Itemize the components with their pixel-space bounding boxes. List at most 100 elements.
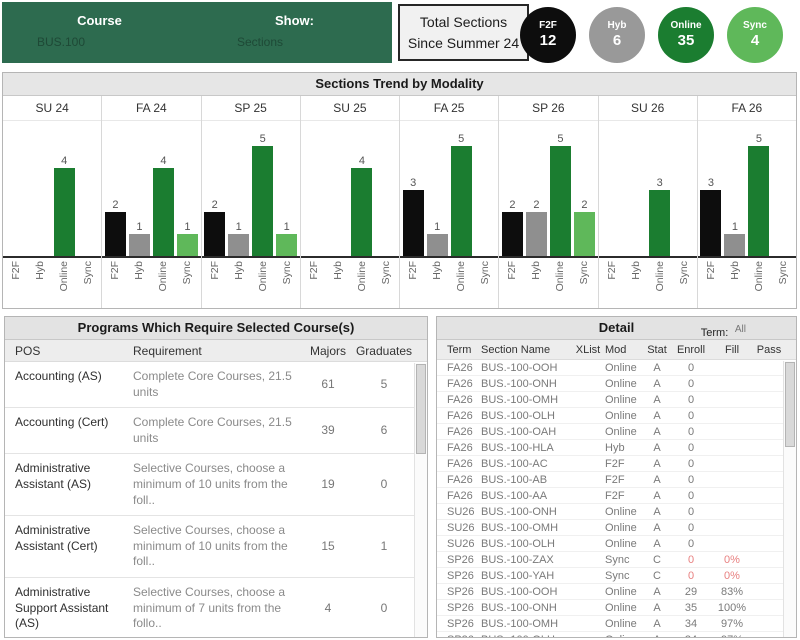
program-majors: 19: [321, 476, 335, 491]
programs-table-row[interactable]: Accounting (Cert) Complete Core Courses, …: [5, 408, 427, 455]
detail-table-row[interactable]: SP26 BUS.-100-ZAX Sync C 0 0%: [437, 552, 796, 568]
detail-mod: Online: [605, 409, 637, 422]
detail-table-row[interactable]: FA26 BUS.-100-OOH Online A 0: [437, 360, 796, 376]
kpi-badge-hyb[interactable]: Hyb 6: [589, 7, 645, 63]
program-graduates: 0: [380, 600, 388, 615]
bar-online[interactable]: [549, 146, 571, 256]
detail-term: FA26: [447, 425, 473, 438]
modality-label: F2F: [307, 261, 320, 280]
bar-online[interactable]: [351, 168, 373, 256]
detail-table-row[interactable]: SU26 BUS.-100-OMH Online A 0: [437, 520, 796, 536]
detail-table-row[interactable]: FA26 BUS.-100-ONH Online A 0: [437, 376, 796, 392]
programs-table-row[interactable]: Accounting (AS) Complete Core Courses, 21…: [5, 362, 427, 409]
detail-section-name: BUS.-100-AA: [481, 489, 548, 502]
bar-slot-hyb: 1: [426, 121, 448, 256]
bar-slot-f2f: 3: [402, 121, 424, 256]
detail-table-row[interactable]: FA26 BUS.-100-OAH Online A 0: [437, 424, 796, 440]
bar-value-label: 1: [434, 221, 441, 233]
modality-label-slot: Online: [153, 258, 174, 308]
detail-table-row[interactable]: FA26 BUS.-100-HLA Hyb A 0: [437, 440, 796, 456]
bar-online[interactable]: [748, 146, 770, 256]
detail-table-body: FA26 BUS.-100-OOH Online A 0 FA26 BUS.-100-ONH…: [437, 360, 796, 638]
bar-hyb[interactable]: [228, 234, 250, 256]
detail-stat: A: [653, 441, 661, 454]
bar-online[interactable]: [53, 168, 75, 256]
bar-value-label: 5: [755, 133, 762, 145]
modality-label-slot: Sync: [276, 258, 297, 308]
kpi-badge-sync[interactable]: Sync 4: [727, 7, 783, 63]
term-filter-value[interactable]: All: [734, 324, 746, 335]
programs-table-body: Accounting (AS) Complete Core Courses, 21…: [5, 362, 427, 637]
term-plot: 3 1 5: [697, 121, 796, 258]
detail-table-row[interactable]: FA26 BUS.-100-AA F2F A 0: [437, 488, 796, 504]
detail-table-row[interactable]: SU26 BUS.-100-OLH Online A 0: [437, 536, 796, 552]
detail-table-row[interactable]: SU26 BUS.-100-ONH Online A 0: [437, 504, 796, 520]
program-graduates: 6: [380, 422, 388, 437]
bar-online[interactable]: [152, 168, 174, 256]
detail-stat: A: [653, 425, 661, 438]
detail-table-row[interactable]: SP26 BUS.-100-OMH Online A 34 97%: [437, 616, 796, 632]
show-param-value[interactable]: Sections: [237, 35, 284, 49]
course-param-value[interactable]: BUS.100: [37, 35, 86, 49]
modality-label-slot: Online: [649, 258, 670, 308]
detail-fill: 0%: [724, 569, 740, 582]
term-column-sp26: SP 26 2 2 5 2 F2F Hyb Online Sync: [499, 96, 599, 308]
bar-f2f[interactable]: [204, 212, 226, 256]
detail-section-name: BUS.-100-YAH: [481, 569, 555, 582]
bar-f2f[interactable]: [402, 190, 424, 256]
detail-scrollbar[interactable]: [783, 361, 796, 637]
detail-table-row[interactable]: FA26 BUS.-100-AC F2F A 0: [437, 456, 796, 472]
term-filter[interactable]: Term: All: [701, 321, 746, 345]
bar-online[interactable]: [649, 190, 671, 256]
detail-mod: Online: [605, 377, 637, 390]
detail-table-row[interactable]: FA26 BUS.-100-OLH Online A 0: [437, 408, 796, 424]
modality-label: Online: [554, 261, 567, 292]
bar-hyb[interactable]: [525, 212, 547, 256]
programs-scrollbar[interactable]: [414, 363, 427, 637]
detail-table-row[interactable]: FA26 BUS.-100-OMH Online A 0: [437, 392, 796, 408]
bar-sync[interactable]: [573, 212, 595, 256]
program-requirement: Selective Courses, choose a minimum of 1…: [133, 523, 288, 569]
term-plot: 3: [598, 121, 697, 258]
detail-mod: Online: [605, 617, 637, 630]
term-label: FA 24: [102, 96, 201, 121]
detail-enroll: 34: [671, 634, 711, 638]
modality-label-slot: Hyb: [327, 258, 348, 308]
modality-label: Hyb: [629, 261, 642, 280]
bar-f2f[interactable]: [700, 190, 722, 256]
kpi-badge-online[interactable]: Online 35: [658, 7, 714, 63]
bar-online[interactable]: [450, 146, 472, 256]
bar-hyb[interactable]: [724, 234, 746, 256]
modality-label: Online: [157, 261, 170, 292]
parameter-panel: Course BUS.100 Show: Sections: [2, 2, 392, 63]
modality-label: Online: [752, 261, 765, 292]
bar-sync[interactable]: [176, 234, 198, 256]
programs-table-row[interactable]: Administrative Support Assistant (AS) Sel…: [5, 578, 427, 637]
detail-table-row[interactable]: FA26 BUS.-100-AB F2F A 0: [437, 472, 796, 488]
detail-table-row[interactable]: SP26 BUS.-100-YAH Sync C 0 0%: [437, 568, 796, 584]
term-label: SP 26: [499, 96, 598, 121]
programs-table-row[interactable]: Administrative Assistant (AS) Selective C…: [5, 454, 427, 517]
bar-online[interactable]: [252, 146, 274, 256]
detail-fill: 100%: [717, 601, 747, 614]
detail-table-row[interactable]: SP26 BUS.-100-OOH Online A 29 83%: [437, 584, 796, 600]
modality-label-slot: F2F: [700, 258, 721, 308]
bar-slot-online: 4: [53, 121, 75, 256]
detail-table-row[interactable]: SP26 BUS.-100-ONH Online A 35 100%: [437, 600, 796, 616]
bar-f2f[interactable]: [501, 212, 523, 256]
modality-label-slot: Online: [252, 258, 273, 308]
kpi-badge-f2f[interactable]: F2F 12: [520, 7, 576, 63]
detail-scrollbar-thumb[interactable]: [785, 362, 795, 447]
bar-hyb[interactable]: [128, 234, 150, 256]
term-column-su24: SU 24 4 F2F Hyb Online Sync: [3, 96, 103, 308]
programs-table-row[interactable]: Administrative Assistant (Cert) Selective…: [5, 516, 427, 578]
modality-label: F2F: [10, 261, 23, 280]
detail-term: FA26: [447, 441, 473, 454]
bar-hyb[interactable]: [426, 234, 448, 256]
detail-section-name: BUS.-100-HLA: [481, 441, 554, 454]
bar-sync[interactable]: [276, 234, 298, 256]
programs-scrollbar-thumb[interactable]: [416, 364, 426, 454]
modality-axis-labels: F2F Hyb Online Sync: [698, 258, 796, 308]
bar-f2f[interactable]: [104, 212, 126, 256]
